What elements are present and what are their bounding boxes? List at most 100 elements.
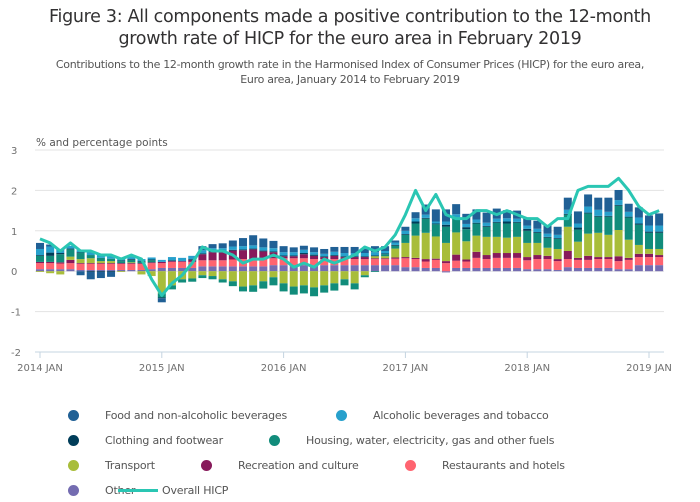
bar-segment <box>442 263 450 272</box>
bar-segment <box>543 225 552 234</box>
bar-segment <box>584 213 593 234</box>
bar-segment <box>269 251 278 253</box>
bar-segment <box>259 281 268 289</box>
legend-item-restaurants[interactable]: Restaurants and hotels <box>405 459 565 472</box>
bar-segment <box>594 216 603 233</box>
bar-segment <box>117 260 126 262</box>
bar-segment <box>310 255 319 260</box>
bar-segment <box>86 263 95 270</box>
bar-segment <box>218 271 227 280</box>
bar-segment <box>614 229 623 257</box>
bar-segment <box>492 222 501 237</box>
bar-segment <box>127 257 136 260</box>
bar-segment <box>208 260 217 267</box>
bar-segment <box>634 207 643 218</box>
bar-segment <box>86 258 95 264</box>
bar-segment <box>370 271 379 273</box>
bar-segment <box>645 225 653 232</box>
bar-segment <box>401 257 410 259</box>
bar-segment <box>563 213 572 215</box>
bar-segment <box>381 259 390 266</box>
legend-item-food[interactable]: Food and non-alcoholic beverages <box>68 409 287 422</box>
legend-item-clothing[interactable]: Clothing and footwear <box>68 434 223 447</box>
bar-segment <box>56 254 65 263</box>
bar-segment <box>502 218 511 222</box>
bar-segment <box>370 258 379 260</box>
bar-segment <box>279 258 288 266</box>
bar-segment <box>421 217 430 219</box>
bar-segment <box>421 259 430 262</box>
legend-item-alcohol[interactable]: Alcoholic beverages and tobacco <box>336 409 549 422</box>
chart-subtitle-line-1: Contributions to the 12-month growth rat… <box>55 58 645 71</box>
bar-segment <box>563 259 572 268</box>
bar-segment <box>66 263 75 270</box>
stacked-bar-chart: 3 2 1 0 -1 -2 % and percentage points 2014 JA… <box>11 137 672 374</box>
bar-segment <box>36 248 44 256</box>
bar-segment <box>492 218 501 222</box>
bar-segment <box>482 212 491 223</box>
bar-segment <box>482 222 491 226</box>
bar-segment <box>208 252 217 261</box>
bar-segment <box>360 257 369 260</box>
bar-segment <box>137 269 146 272</box>
bar-segment <box>604 257 613 260</box>
bar-segment <box>533 255 542 260</box>
bar-segment <box>107 269 116 272</box>
bar-segment <box>76 253 85 260</box>
bar-segment <box>137 271 146 275</box>
bar-segment <box>46 263 55 270</box>
legend-item-overall-hicp[interactable]: Overall HICP <box>118 484 228 497</box>
bar-segment <box>66 256 75 260</box>
bar-segment <box>421 218 430 233</box>
bar-segment <box>381 265 390 272</box>
bar-segment <box>584 194 593 207</box>
bar-segment <box>279 255 288 257</box>
legend-label: Alcoholic beverages and tobacco <box>373 409 549 422</box>
bar-segment <box>523 257 532 261</box>
bar-segment <box>107 261 116 264</box>
legend-item-transport[interactable]: Transport <box>68 459 155 472</box>
legend-label: Housing, water, electricity, gas and oth… <box>306 434 555 447</box>
bar-segment <box>66 259 75 264</box>
bar-segment <box>249 266 258 272</box>
bar-segment <box>167 260 176 262</box>
bar-segment <box>259 271 268 282</box>
bar-segment <box>462 229 471 242</box>
bar-segment <box>452 204 461 215</box>
bar-segment <box>502 237 511 254</box>
bar-segment <box>350 256 359 258</box>
bar-segment <box>127 263 136 270</box>
legend-item-housing[interactable]: Housing, water, electricity, gas and oth… <box>269 434 554 447</box>
bar-segment <box>228 266 237 272</box>
bar-segment <box>563 197 572 210</box>
bar-segment <box>452 232 461 255</box>
bar-segment <box>472 219 481 223</box>
bar-segment <box>391 248 400 258</box>
bar-segment <box>198 253 207 255</box>
bar-segment <box>645 231 653 233</box>
bar-segment <box>502 253 511 258</box>
bar-segment <box>431 209 440 222</box>
overall-hicp-line <box>39 176 660 297</box>
bar-segment <box>36 269 44 272</box>
bar-segment <box>167 261 176 262</box>
bar-segment <box>553 238 562 239</box>
bar-segment <box>239 246 247 250</box>
legend-item-recreation[interactable]: Recreation and culture <box>201 459 359 472</box>
bar-segment <box>239 238 247 247</box>
bar-segment <box>178 279 187 283</box>
bar-segment <box>513 218 522 222</box>
bar-segment <box>594 259 603 268</box>
bar-segment <box>259 238 268 248</box>
legend-dot-icon <box>68 485 79 496</box>
bar-segment <box>452 267 461 272</box>
bar-segment <box>614 269 623 272</box>
bar-segment <box>137 261 146 264</box>
bar-segment <box>523 230 532 243</box>
bar-segment <box>391 245 400 249</box>
bar-segment <box>604 216 613 235</box>
bar-segment <box>310 287 319 297</box>
bar-segment <box>563 226 572 251</box>
bar-segment <box>472 222 481 224</box>
bar-segment <box>401 234 410 235</box>
